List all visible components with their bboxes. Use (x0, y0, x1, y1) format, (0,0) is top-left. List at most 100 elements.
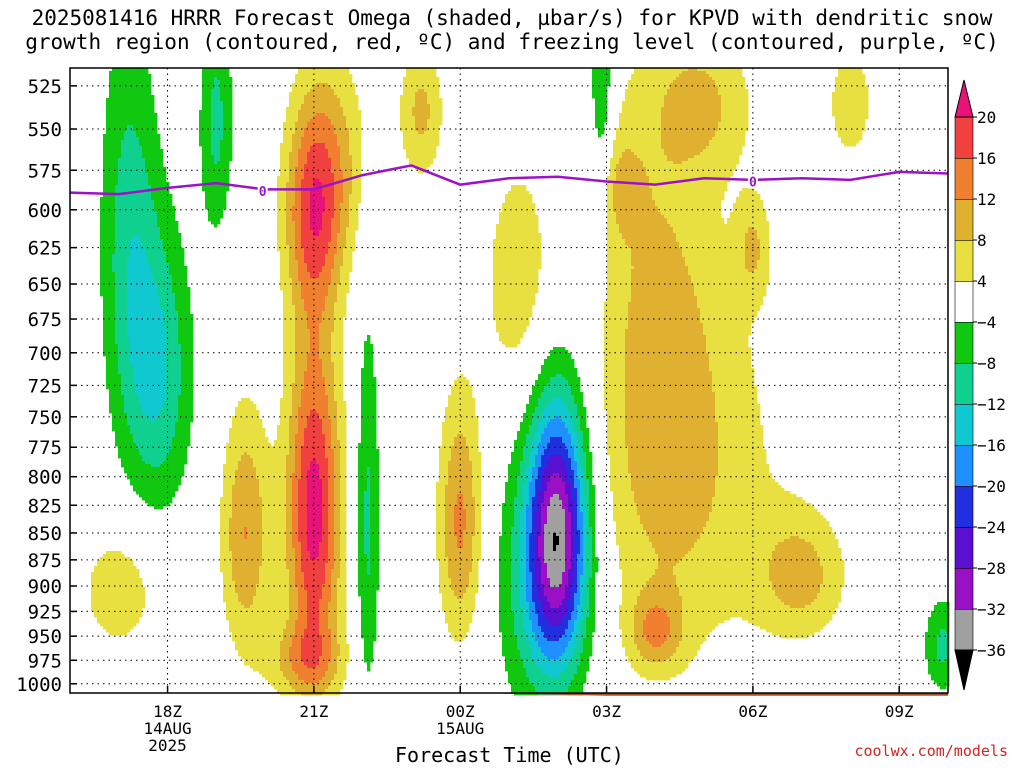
omega-cell (172, 299, 176, 303)
omega-cell (103, 260, 107, 264)
omega-cell (163, 182, 167, 186)
omega-cell (100, 587, 104, 591)
omega-cell (172, 287, 176, 291)
omega-cell (133, 485, 137, 489)
omega-cell (178, 440, 182, 444)
omega-cell (136, 344, 140, 348)
omega-cell (238, 596, 242, 600)
omega-cell (142, 242, 146, 246)
omega-cell (124, 608, 128, 612)
omega-cell (145, 131, 149, 135)
omega-cell (235, 572, 239, 576)
omega-cell (151, 104, 155, 108)
omega-cell (118, 146, 122, 150)
omega-cell (148, 374, 152, 378)
omega-cell (166, 455, 170, 459)
omega-cell (127, 227, 131, 231)
omega-cell (178, 401, 182, 405)
omega-cell (136, 197, 140, 201)
omega-cell (106, 314, 110, 318)
omega-cell (241, 491, 245, 495)
omega-cell (154, 134, 158, 138)
omega-cell (157, 134, 161, 138)
omega-cell (160, 257, 164, 261)
omega-cell (133, 440, 137, 444)
omega-cell (142, 389, 146, 393)
omega-cell (238, 479, 242, 483)
omega-cell (232, 563, 236, 567)
omega-cell (178, 281, 182, 285)
omega-cell (172, 407, 176, 411)
omega-cell (160, 218, 164, 222)
omega-cell (130, 110, 134, 114)
omega-cell (109, 293, 113, 297)
omega-cell (148, 350, 152, 354)
omega-cell (208, 155, 212, 159)
omega-cell (184, 458, 188, 462)
omega-cell (115, 86, 119, 90)
omega-cell (136, 116, 140, 120)
omega-cell (220, 518, 224, 522)
omega-cell (142, 602, 146, 606)
omega-cell (133, 395, 137, 399)
omega-cell (133, 257, 137, 261)
omega-cell (220, 110, 224, 114)
omega-cell (130, 365, 134, 369)
omega-cell (151, 170, 155, 174)
omega-cell (214, 179, 218, 183)
omega-cell (94, 614, 98, 618)
omega-cell (109, 209, 113, 213)
omega-cell (127, 338, 131, 342)
omega-cell (238, 428, 242, 432)
omega-cell (121, 356, 125, 360)
omega-cell (184, 377, 188, 381)
omega-cell (139, 215, 143, 219)
omega-cell (235, 566, 239, 570)
omega-cell (172, 278, 176, 282)
omega-cell (121, 326, 125, 330)
omega-cell (109, 551, 113, 555)
omega-cell (148, 293, 152, 297)
omega-cell (157, 197, 161, 201)
omega-cell (130, 284, 134, 288)
omega-cell (208, 113, 212, 117)
omega-cell (151, 443, 155, 447)
omega-cell (235, 431, 239, 435)
omega-cell (115, 332, 119, 336)
omega-cell (220, 569, 224, 573)
omega-cell (139, 338, 143, 342)
omega-cell (118, 437, 122, 441)
omega-cell (130, 281, 134, 285)
omega-cell (115, 395, 119, 399)
omega-cell (244, 536, 248, 540)
omega-cell (154, 395, 158, 399)
omega-cell (223, 92, 227, 96)
omega-cell (100, 617, 104, 621)
omega-cell (163, 326, 167, 330)
omega-cell (205, 179, 209, 183)
omega-cell (175, 467, 179, 471)
omega-cell (160, 371, 164, 375)
omega-cell (106, 116, 110, 120)
omega-cell (112, 215, 116, 219)
omega-cell (226, 566, 230, 570)
omega-cell (136, 593, 140, 597)
omega-cell (169, 428, 173, 432)
omega-cell (226, 443, 230, 447)
omega-cell (103, 164, 107, 168)
omega-cell (244, 467, 248, 471)
omega-cell (244, 659, 248, 663)
omega-cell (124, 632, 128, 636)
omega-cell (133, 233, 137, 237)
omega-cell (112, 116, 116, 120)
omega-cell (157, 164, 161, 168)
omega-cell (103, 197, 107, 201)
omega-cell (154, 449, 158, 453)
omega-cell (142, 86, 146, 90)
omega-cell (184, 338, 188, 342)
omega-cell (109, 257, 113, 261)
omega-cell (109, 167, 113, 171)
omega-cell (172, 230, 176, 234)
omega-cell (211, 101, 215, 105)
omega-cell (223, 467, 227, 471)
